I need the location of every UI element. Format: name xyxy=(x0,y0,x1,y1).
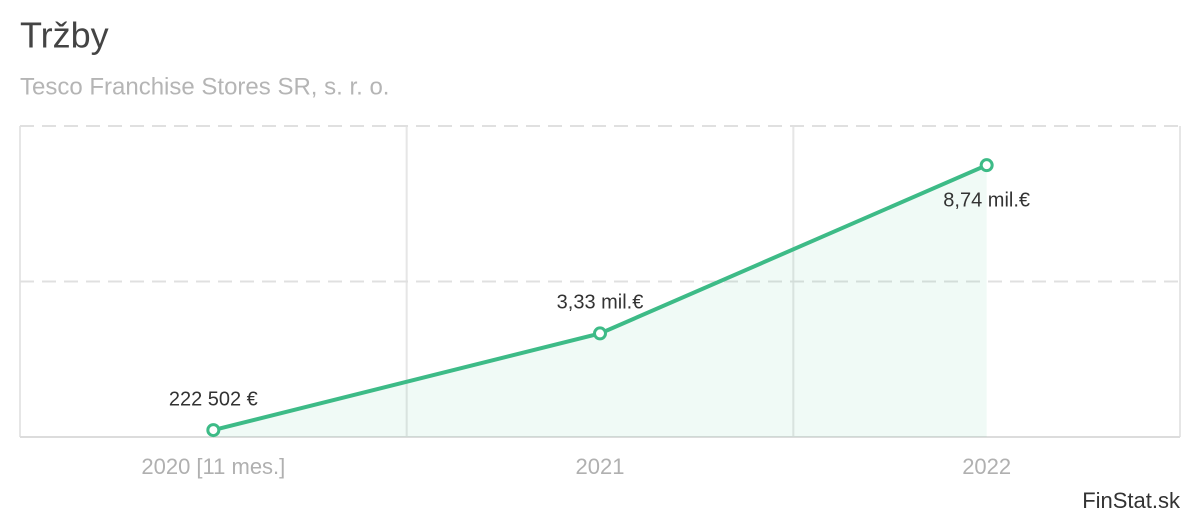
x-tick-label: 2021 xyxy=(576,454,625,479)
value-label: 3,33 mil.€ xyxy=(557,292,644,314)
point xyxy=(979,158,994,173)
point xyxy=(206,423,221,438)
x-tick-label: 2022 xyxy=(962,454,1011,479)
value-label: 222 502 € xyxy=(169,388,258,410)
value-label: 8,74 mil.€ xyxy=(943,189,1030,211)
chart-subtitle: Tesco Franchise Stores SR, s. r. o. xyxy=(20,73,389,100)
point xyxy=(593,326,607,341)
source: FinStat.sk xyxy=(1082,488,1181,513)
x-tick-label: 2020 [11 mes.] xyxy=(141,454,285,479)
chart-title: Tržby xyxy=(20,15,109,56)
area xyxy=(213,165,987,437)
